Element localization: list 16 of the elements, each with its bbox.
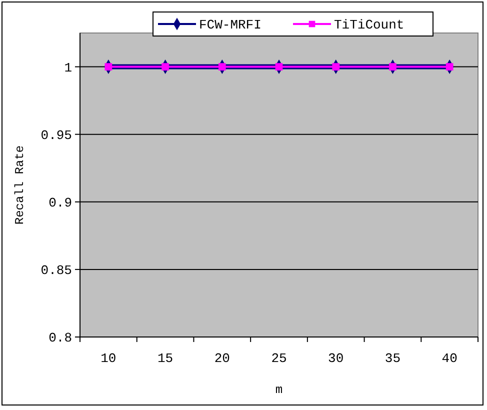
y-axis-title: Recall Rate [13, 145, 27, 225]
y-tick-label: 0.8 [48, 330, 72, 346]
x-tick-label: 25 [271, 351, 287, 366]
legend-label: TiTiCount [334, 18, 404, 33]
x-tick-label: 30 [328, 351, 344, 366]
x-tick-label: 15 [157, 351, 174, 366]
x-tick-label: 35 [384, 351, 401, 366]
y-tick-label: 0.95 [40, 128, 72, 143]
legend-label: FCW-MRFI [199, 18, 262, 33]
y-tick-label: 1 [64, 60, 72, 76]
x-tick-label: 20 [214, 351, 230, 366]
y-tick-label: 0.9 [48, 195, 72, 210]
x-tick-label: 40 [442, 351, 458, 366]
x-axis-title: m [275, 383, 283, 397]
x-tick-label: 10 [100, 351, 116, 366]
y-tick-label: 0.85 [40, 262, 72, 278]
